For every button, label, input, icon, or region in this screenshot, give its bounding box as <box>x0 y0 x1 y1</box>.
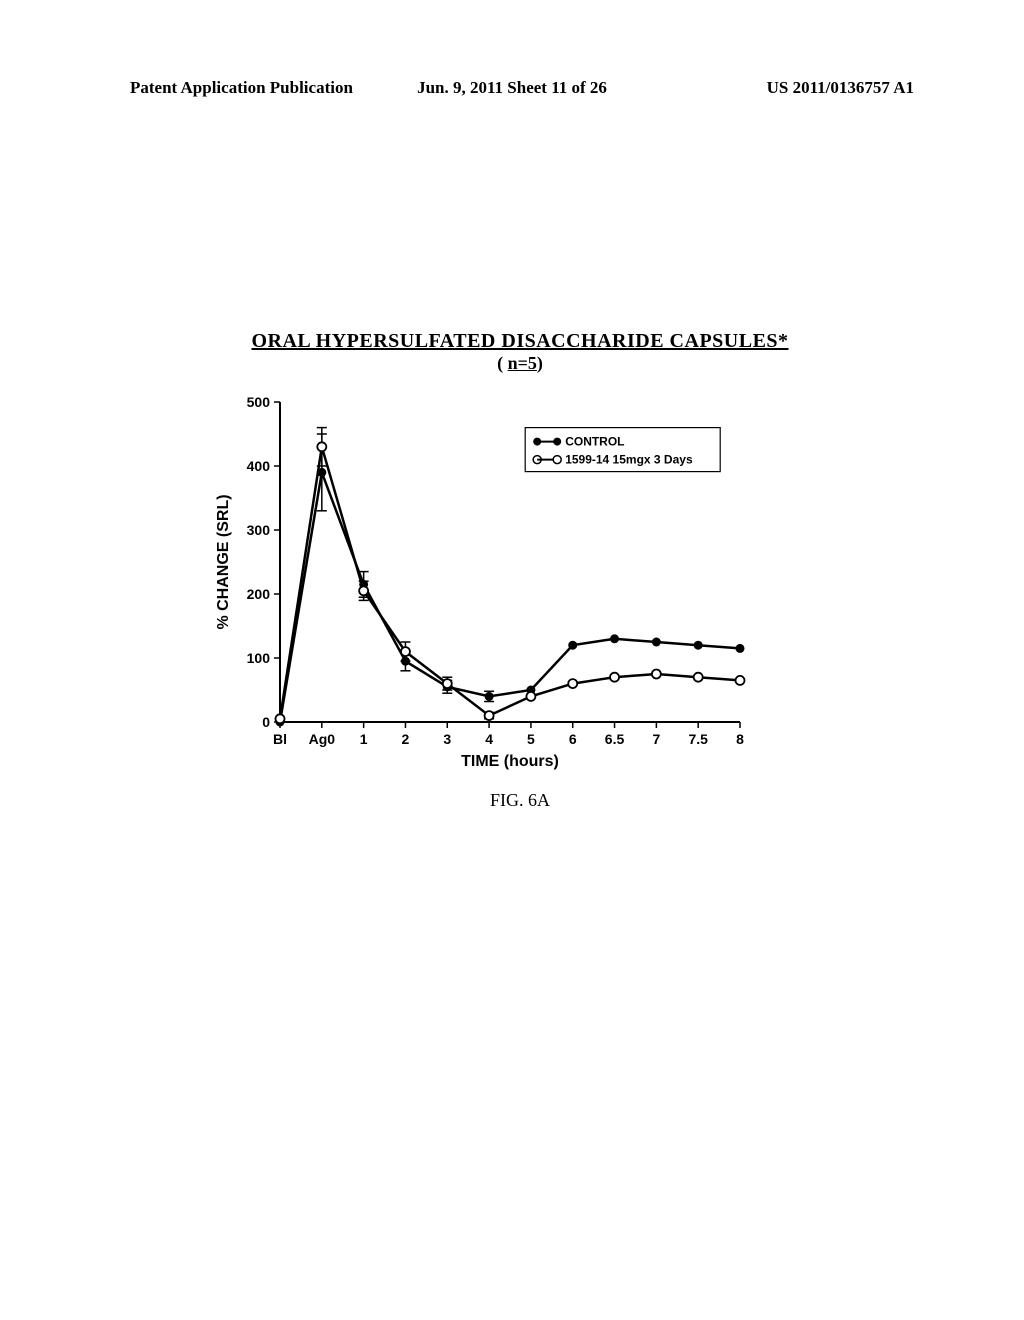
header-right: US 2011/0136757 A1 <box>767 78 914 98</box>
svg-text:200: 200 <box>247 586 271 602</box>
subtitle-suffix: ) <box>537 353 543 373</box>
subtitle-prefix: ( <box>497 353 508 373</box>
svg-text:100: 100 <box>247 650 271 666</box>
svg-text:3: 3 <box>443 731 451 747</box>
svg-text:8: 8 <box>736 731 744 747</box>
svg-text:300: 300 <box>247 522 271 538</box>
svg-text:TIME (hours): TIME (hours) <box>461 753 559 770</box>
header-center: Jun. 9, 2011 Sheet 11 of 26 <box>417 78 607 98</box>
header-left: Patent Application Publication <box>130 78 353 98</box>
svg-text:Bl: Bl <box>273 731 287 747</box>
svg-text:5: 5 <box>527 731 535 747</box>
page-header: Patent Application Publication Jun. 9, 2… <box>0 78 1024 98</box>
svg-text:CONTROL: CONTROL <box>565 435 624 449</box>
svg-text:% CHANGE (SRL): % CHANGE (SRL) <box>215 494 232 629</box>
svg-text:7.5: 7.5 <box>688 731 708 747</box>
svg-text:500: 500 <box>247 394 271 410</box>
svg-text:400: 400 <box>247 458 271 474</box>
svg-text:2: 2 <box>402 731 410 747</box>
svg-text:6: 6 <box>569 731 577 747</box>
svg-text:1: 1 <box>360 731 368 747</box>
line-chart: 0 100 200 300 400 500 Bl Ag0 1 2 3 4 5 6 6.5 7 7.5 8 % CHA… <box>200 392 760 772</box>
svg-text:4: 4 <box>485 731 493 747</box>
chart-title: ORAL HYPERSULFATED DISACCHARIDE CAPSULES… <box>200 330 840 353</box>
svg-text:0: 0 <box>262 714 270 730</box>
chart-subtitle: ( n=5) <box>200 353 840 374</box>
figure-label: FIG. 6A <box>200 790 840 811</box>
svg-text:6.5: 6.5 <box>605 731 625 747</box>
chart-container: ORAL HYPERSULFATED DISACCHARIDE CAPSULES… <box>200 330 840 811</box>
subtitle-n: n=5 <box>508 353 537 373</box>
svg-text:7: 7 <box>652 731 660 747</box>
svg-text:1599-14 15mgx 3 Days: 1599-14 15mgx 3 Days <box>565 453 693 467</box>
svg-text:Ag0: Ag0 <box>309 731 336 747</box>
